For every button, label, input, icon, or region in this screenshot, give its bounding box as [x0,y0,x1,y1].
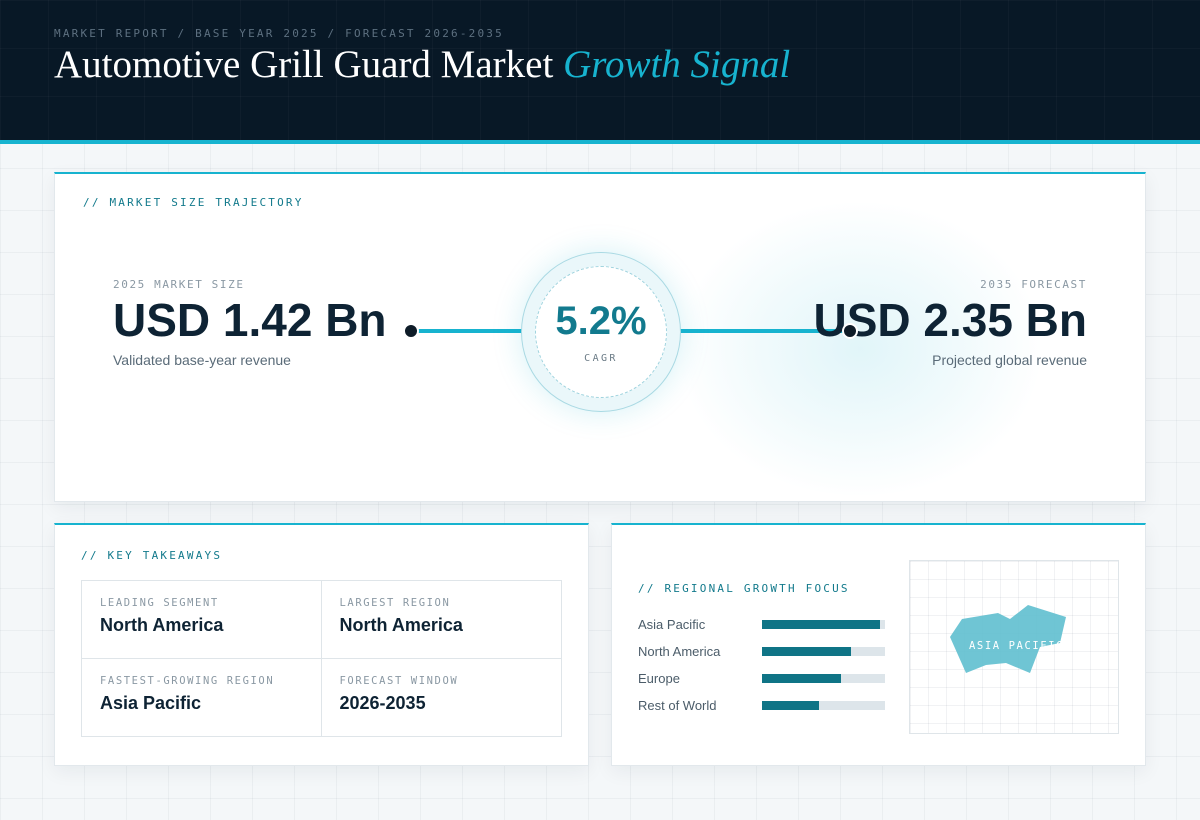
takeaway-value: North America [100,615,224,635]
forecast-block: 2035 FORECAST USD 2.35 Bn Projected glob… [813,278,1087,368]
takeaways-grid: LEADING SEGMENT North America LARGEST RE… [81,580,562,737]
section-label-takeaways: // KEY TAKEAWAYS [81,549,223,562]
base-year-value: USD 1.42 Bn [113,294,387,346]
page-title-main: Automotive Grill Guard Market [54,43,554,86]
region-name: Asia Pacific [638,617,706,632]
region-row: Europe [638,665,886,692]
trajectory-start-dot [403,323,419,339]
forecast-note: Projected global revenue [932,351,1087,368]
region-map: ASIA PACIFIC [909,560,1119,734]
forecast-value: USD 2.35 Bn [813,294,1087,346]
takeaway-largest-region: LARGEST REGION North America [321,581,561,659]
region-name: North America [638,644,721,659]
region-bar-track [762,620,885,629]
region-bar-track [762,701,885,710]
region-bar-fill [762,647,851,656]
forecast-caption: 2035 FORECAST [980,278,1087,291]
region-bar-track [762,647,885,656]
takeaway-label: LARGEST REGION [339,597,451,609]
base-year-caption: 2025 MARKET SIZE [113,278,245,291]
takeaway-value: 2026-2035 [339,692,426,713]
region-bar-fill [762,620,881,629]
page-title-accent: Growth Signal [563,43,791,86]
takeaway-value: Asia Pacific [100,692,202,713]
takeaway-fastest-growing-region: FASTEST-GROWING REGION Asia Pacific [82,658,322,736]
takeaway-label: LEADING SEGMENT [100,597,219,609]
market-size-card: // MARKET SIZE TRAJECTORY 2025 MARKET SI… [54,172,1146,502]
region-name: Rest of World [638,698,717,713]
takeaway-label: FASTEST-GROWING REGION [100,674,275,687]
cagr-badge: 5.2% CAGR [521,252,681,412]
takeaway-label: FORECAST WINDOW [339,674,459,687]
regional-growth-card: // REGIONAL GROWTH FOCUS Asia Pacific No… [611,523,1146,766]
region-row: North America [638,638,886,665]
section-label-trajectory: // MARKET SIZE TRAJECTORY [83,196,304,209]
region-name: Europe [638,671,680,686]
page-header: MARKET REPORT / BASE YEAR 2025 / FORECAS… [0,0,1200,144]
cagr-value: 5.2% [555,299,647,343]
takeaway-forecast-window: FORECAST WINDOW 2026-2035 [322,659,562,737]
map-region-label: ASIA PACIFIC [969,640,1065,652]
breadcrumb: MARKET REPORT / BASE YEAR 2025 / FORECAS… [54,27,504,40]
region-bar-list: Asia Pacific North America Europe Rest o… [638,611,886,719]
region-bar-fill [762,674,841,683]
trajectory-end-dot [842,323,858,339]
base-year-block: 2025 MARKET SIZE USD 1.42 Bn Validated b… [113,278,387,368]
cagr-inner-circle: 5.2% CAGR [535,266,667,398]
asia-pacific-map-shape [950,605,1066,673]
key-takeaways-card: // KEY TAKEAWAYS LEADING SEGMENT North A… [54,523,589,766]
base-year-note: Validated base-year revenue [113,351,291,368]
takeaway-value: North America [339,615,463,635]
takeaway-leading-segment: LEADING SEGMENT North America [82,581,322,659]
region-row: Rest of World [638,692,886,719]
page-title: Automotive Grill Guard Market Growth Sig… [54,42,790,89]
region-bar-fill [762,701,819,710]
forecast-glow [675,199,1045,499]
cagr-label: CAGR [584,353,618,364]
region-row: Asia Pacific [638,611,886,638]
region-bar-track [762,674,885,683]
section-label-regional: // REGIONAL GROWTH FOCUS [638,582,850,595]
